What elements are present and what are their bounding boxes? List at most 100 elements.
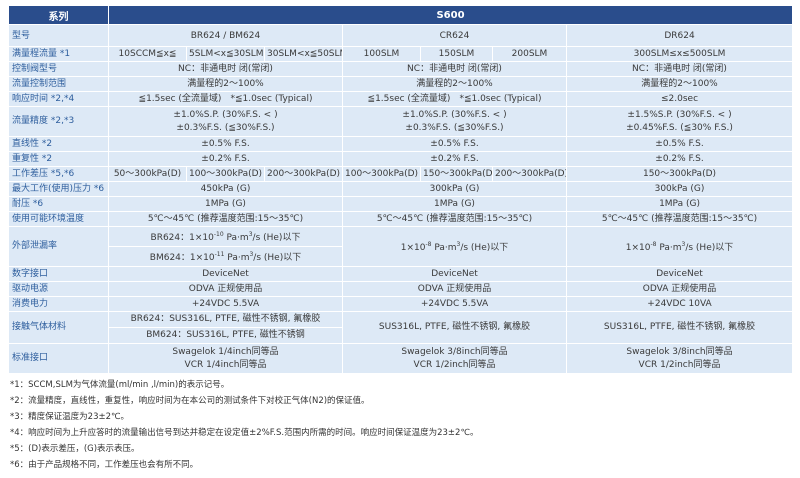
row-proof: 耐压 *6 1MPa (G) 1MPa (G) 1MPa (G)	[8, 196, 794, 212]
cell: ±0.5% F.S.	[108, 136, 343, 152]
cell: SUS316L, PTFE, 磁性不锈钢, 氟橡胶	[565, 311, 794, 344]
cell: 5SLM<x≦30SLM	[186, 46, 265, 62]
cell: 300SLM≤x≤500SLM	[565, 46, 794, 62]
row-maxp: 最大工作(使用)压力 *6 450kPa (G) 300kPa (G) 300kPa …	[8, 181, 794, 197]
label: 消费电力	[8, 296, 109, 312]
label: 标准接口	[8, 343, 109, 374]
footnote: *4：响应时间为上升应答时的流量输出信号到达并稳定在设定值±2%F.S.范围内所…	[10, 428, 479, 438]
row-valve: 控制阀型号 NC：非通电时 闭(常闭) NC：非通电时 闭(常闭) NC：非通电时 闭…	[8, 61, 794, 77]
row-power: 消费电力 +24VDC 5.5VA +24VDC 5.5VA +24VDC 10VA	[8, 296, 794, 312]
cell: 满量程的2～100%	[342, 76, 567, 92]
label: 最大工作(使用)压力 *6	[8, 181, 109, 197]
footnotes: *1：SCCM,SLM为气体流量(ml/min ,l/min)的表示记号。 *2…	[10, 377, 479, 473]
label: 响应时间 *2,*4	[8, 91, 109, 107]
footnote: *2：流量精度，直线性，重复性，响应时间为在本公司的测试条件下对校正气体(N2)…	[10, 396, 370, 406]
cell: 5℃～45℃ (推荐温度范围:15～35℃)	[108, 211, 343, 227]
line: Swagelok 3/8inch同等品	[626, 346, 733, 357]
row-accuracy: 流量精度 *2,*3 ±1.0%S.P. (30%F.S. < ) ±0.3%F.S…	[8, 106, 794, 137]
cell: NC：非通电时 闭(常闭)	[342, 61, 567, 77]
cell: 满量程的2～100%	[108, 76, 343, 92]
cell: DeviceNet	[108, 266, 343, 282]
cell: NC：非通电时 闭(常闭)	[108, 61, 343, 77]
exp: 3	[456, 241, 461, 248]
cell: ±0.5% F.S.	[565, 136, 794, 152]
text: /s (He)以下	[685, 243, 734, 253]
row-leak: 外部泄漏率 BR624：1×10-10 Pa·m3/s (He)以下 BM624：…	[8, 226, 794, 267]
text: /s (He)以下	[252, 233, 301, 243]
cell-br: BR624 / BM624	[108, 24, 343, 47]
cell: 10SCCM≦x≦	[108, 46, 187, 62]
cell: 1×10-8 Pa·m3/s (He)以下	[565, 226, 794, 267]
exp: 3	[681, 241, 686, 248]
cell: 5℃～45℃ (推荐温度范围:15～35℃)	[565, 211, 794, 227]
text: /s (He)以下	[460, 243, 509, 253]
label: 满量程流量 *1	[8, 46, 109, 62]
cell: ±0.2% F.S.	[108, 151, 343, 167]
cell: 100～300kPa(D)	[342, 166, 421, 182]
cell: ≦1.5sec (全流量域) *≦1.0sec (Typical)	[108, 91, 343, 107]
cell: 1×10-8 Pa·m3/s (He)以下	[342, 226, 567, 267]
row-power-src: 驱动电源 ODVA 正规使用品 ODVA 正规使用品 ODVA 正规使用品	[8, 281, 794, 297]
row-fitting: 标准接口 Swagelok 1/4inch同等品 VCR 1/4inch同等品 Swa…	[8, 343, 794, 374]
cell: 30SLM<x≦50SLM	[264, 46, 343, 62]
cell: +24VDC 10VA	[565, 296, 794, 312]
cell: 50～300kPa(D)	[108, 166, 187, 182]
text: Pa·m	[431, 243, 457, 253]
line: BR624：SUS316L, PTFE, 磁性不锈钢, 氟橡胶	[130, 314, 321, 324]
cell: +24VDC 5.5VA	[108, 296, 343, 312]
line: VCR 1/2inch同等品	[413, 359, 496, 370]
line: Swagelok 3/8inch同等品	[401, 346, 508, 357]
text: Pa·m	[656, 243, 682, 253]
label: 工作差压 *5,*6	[8, 166, 109, 182]
cell: DeviceNet	[342, 266, 567, 282]
cell-cr: CR624	[342, 24, 567, 47]
cell: ODVA 正规使用品	[565, 281, 794, 297]
cell: ODVA 正规使用品	[342, 281, 567, 297]
cell: ±0.5% F.S.	[342, 136, 567, 152]
text: 1×10	[625, 243, 651, 253]
cell: 100SLM	[342, 46, 421, 62]
cell: ≦1.5sec (全流量域) *≦1.0sec (Typical)	[342, 91, 567, 107]
row-repeat: 重复性 *2 ±0.2% F.S. ±0.2% F.S. ±0.2% F.S.	[8, 151, 794, 167]
cell-dr: DR624	[565, 24, 794, 47]
cell: 5℃～45℃ (推荐温度范围:15～35℃)	[342, 211, 567, 227]
line: ±1.5%S.P. (30%F.S. < )	[627, 109, 732, 120]
label: 外部泄漏率	[8, 226, 109, 267]
cell: NC：非通电时 闭(常闭)	[565, 61, 794, 77]
label: 数字接口	[8, 266, 109, 282]
row-diffp: 工作差压 *5,*6 50～300kPa(D) 100～300kPa(D) 200～3…	[8, 166, 794, 182]
cell: ±1.5%S.P. (30%F.S. < ) ±0.45%F.S. (≦30% F…	[565, 106, 794, 137]
text: Pa·m	[223, 233, 249, 243]
cell: 200SLM	[492, 46, 567, 62]
footnote: *5：(D)表示差压，(G)表示表压。	[10, 444, 140, 454]
cell: DeviceNet	[565, 266, 794, 282]
series-value: S600	[107, 5, 794, 25]
line: ±0.45%F.S. (≦30% F.S.)	[626, 122, 733, 133]
text: 1×10	[400, 243, 426, 253]
line: ±0.3%F.S. (≦30%F.S.)	[405, 122, 504, 133]
cell: ±0.2% F.S.	[342, 151, 567, 167]
cell: Swagelok 3/8inch同等品 VCR 1/2inch同等品	[565, 343, 794, 374]
line: Swagelok 1/4inch同等品	[172, 346, 279, 357]
cell: ±1.0%S.P. (30%F.S. < ) ±0.3%F.S. (≦30%F.S…	[342, 106, 567, 137]
cell: Swagelok 1/4inch同等品 VCR 1/4inch同等品	[108, 343, 343, 374]
footnote: *1：SCCM,SLM为气体流量(ml/min ,l/min)的表示记号。	[10, 380, 230, 390]
row-response: 响应时间 *2,*4 ≦1.5sec (全流量域) *≦1.0sec (Typic…	[8, 91, 794, 107]
cell: SUS316L, PTFE, 磁性不锈钢, 氟橡胶	[342, 311, 567, 344]
cell: 1MPa (G)	[342, 196, 567, 212]
footnote: *3：精度保证温度为23±2℃。	[10, 412, 130, 422]
row-linearity: 直线性 *2 ±0.5% F.S. ±0.5% F.S. ±0.5% F.S.	[8, 136, 794, 152]
cell: 450kPa (G)	[108, 181, 343, 197]
label: 控制阀型号	[8, 61, 109, 77]
cell: ODVA 正规使用品	[108, 281, 343, 297]
exp: -11	[214, 251, 225, 258]
text: /s (He)以下	[253, 253, 302, 263]
text: Pa·m	[224, 253, 250, 263]
exp: 3	[249, 251, 254, 258]
cell: ≤2.0sec	[565, 91, 794, 107]
row-digital: 数字接口 DeviceNet DeviceNet DeviceNet	[8, 266, 794, 282]
label: 接触气体材料	[8, 311, 109, 344]
cell: 150～300kPa(D)	[420, 166, 493, 182]
cell: Swagelok 3/8inch同等品 VCR 1/2inch同等品	[342, 343, 567, 374]
text: BR624：1×10	[150, 233, 214, 243]
